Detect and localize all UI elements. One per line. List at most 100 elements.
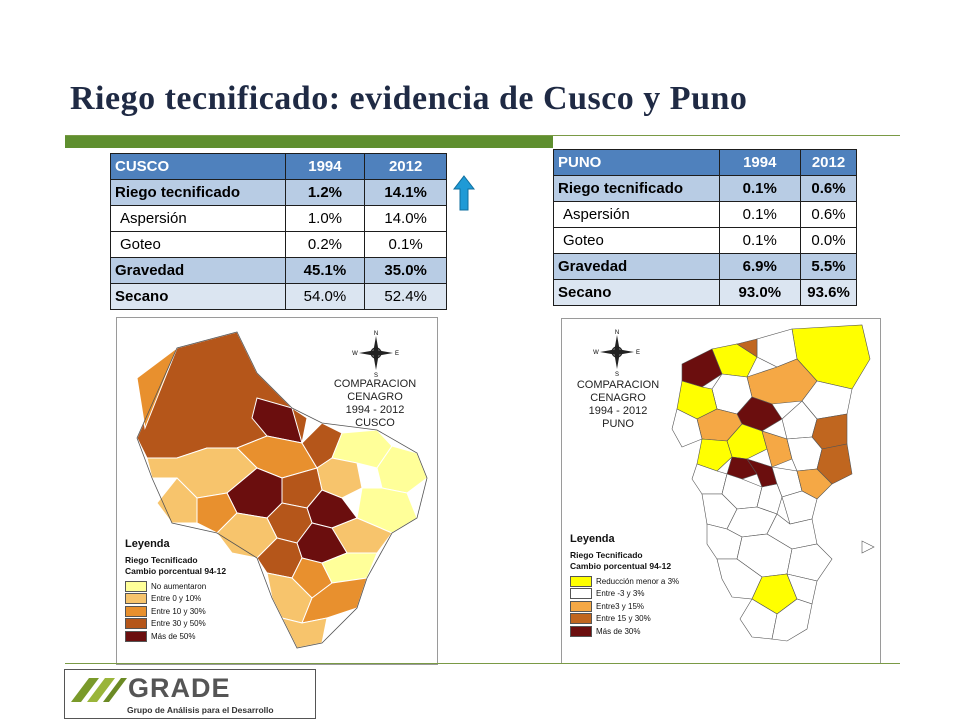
row-label: Goteo: [110, 231, 286, 258]
legend-title: Leyenda: [570, 533, 615, 545]
row-label: Riego tecnificado: [553, 175, 720, 202]
map-title-line: PUNO: [602, 418, 634, 430]
legend-item: Reducción menor a 3%: [570, 575, 679, 588]
legend-label: Más de 50%: [151, 631, 196, 641]
table-row: Aspersión 1.0% 14.0%: [110, 205, 447, 232]
table-header-row: PUNO 1994 2012: [553, 149, 857, 176]
legend-item: Entre 30 y 50%: [125, 618, 226, 631]
cell-1994: 45.1%: [284, 257, 366, 284]
slide-title: Riego tecnificado: evidencia de Cusco y …: [70, 80, 748, 117]
up-arrow-icon: [452, 175, 476, 211]
table-row: Riego tecnificado 0.1% 0.6%: [553, 175, 857, 202]
compass-north-label: N: [374, 331, 378, 337]
cell-2012: 52.4%: [364, 283, 447, 310]
cell-1994: 93.0%: [718, 279, 802, 306]
row-label: Aspersión: [553, 201, 720, 228]
map-title-line: CENAGRO: [347, 391, 403, 403]
cell-1994: 1.2%: [284, 179, 366, 206]
header-region: PUNO: [553, 149, 720, 176]
legend-title: Leyenda: [125, 538, 170, 550]
legend-label: Entre -3 y 3%: [596, 589, 645, 599]
legend-swatch: [570, 613, 592, 625]
cell-1994: 54.0%: [284, 283, 366, 310]
puno-map: N S E W COMPARACION CENAGRO 1994 - 2012 …: [561, 318, 881, 664]
table-row: Riego tecnificado 1.2% 14.1%: [110, 179, 447, 206]
compass-rose-icon: N S E W: [593, 330, 640, 377]
compass-north-label: N: [615, 330, 619, 336]
legend-subtitle: Riego Tecnificado: [570, 550, 643, 560]
row-label: Gravedad: [553, 253, 720, 280]
grade-wordmark: GRADE: [128, 673, 231, 703]
cell-1994: 6.9%: [718, 253, 802, 280]
legend-swatch: [125, 618, 147, 630]
legend-item: Entre -3 y 3%: [570, 588, 679, 601]
cell-2012: 0.6%: [800, 175, 857, 202]
legend-item: Más de 30%: [570, 625, 679, 638]
legend-subtitle: Riego Tecnificado: [125, 555, 198, 565]
row-label: Gravedad: [110, 257, 286, 284]
legend-item: Entre 10 y 30%: [125, 605, 226, 618]
legend-label: No aumentaron: [151, 581, 207, 591]
legend-item: Más de 50%: [125, 630, 226, 643]
header-year-2012: 2012: [800, 149, 857, 176]
legend-label: Entre 0 y 10%: [151, 594, 202, 604]
cusco-legend: Leyenda Riego Tecnificado Cambio porcent…: [125, 538, 226, 643]
header-region: CUSCO: [110, 153, 286, 180]
legend-swatch: [125, 580, 147, 592]
cell-1994: 1.0%: [284, 205, 366, 232]
puno-legend: Leyenda Riego Tecnificado Cambio porcent…: [570, 533, 679, 638]
legend-swatch: [125, 605, 147, 617]
compass-east-label: E: [395, 351, 399, 357]
title-rule: [65, 135, 900, 136]
header-year-1994: 1994: [284, 153, 366, 180]
compass-rose-icon: N S E W: [352, 331, 399, 378]
cell-2012: 14.1%: [364, 179, 447, 206]
table-row: Aspersión 0.1% 0.6%: [553, 201, 857, 228]
puno-map-graphic: [671, 324, 875, 642]
legend-item: No aumentaron: [125, 580, 226, 593]
map-title-line: COMPARACION: [576, 379, 660, 391]
legend-label: Entre 15 y 30%: [596, 614, 651, 624]
compass-south-label: S: [374, 373, 378, 378]
row-label: Riego tecnificado: [110, 179, 286, 206]
legend-item: Entre 15 y 30%: [570, 613, 679, 626]
footer-rule: [65, 663, 900, 664]
legend-swatch: [570, 588, 592, 600]
cell-2012: 0.0%: [800, 227, 857, 254]
cusco-map-title: COMPARACION CENAGRO 1994 - 2012 CUSCO: [325, 378, 425, 430]
legend-label: Entre3 y 15%: [596, 601, 645, 611]
map-title-line: 1994 - 2012: [588, 405, 648, 417]
cusco-table: CUSCO 1994 2012 Riego tecnificado 1.2% 1…: [110, 153, 447, 310]
compass-west-label: W: [352, 351, 358, 357]
map-title-line: CUSCO: [355, 417, 395, 429]
table-row: Secano 93.0% 93.6%: [553, 279, 857, 306]
compass-east-label: E: [636, 350, 640, 356]
cell-2012: 0.1%: [364, 231, 447, 258]
cell-2012: 93.6%: [800, 279, 857, 306]
cusco-map-graphic: [136, 331, 428, 649]
cell-1994: 0.1%: [718, 175, 802, 202]
title-accent-bar: [65, 136, 553, 148]
table-row: Goteo 0.1% 0.0%: [553, 227, 857, 254]
legend-label: Reducción menor a 3%: [596, 576, 680, 586]
table-row: Goteo 0.2% 0.1%: [110, 231, 447, 258]
legend-subtitle: Cambio porcentual 94-12: [570, 561, 672, 571]
cell-1994: 0.1%: [718, 227, 802, 254]
legend-label: Entre 10 y 30%: [151, 606, 206, 616]
cusco-map: N S E W COMPARACION CENAGRO 1994 - 2012 …: [116, 317, 438, 665]
compass-south-label: S: [615, 372, 619, 377]
grade-tagline: Grupo de Análisis para el Desarrollo: [127, 705, 274, 715]
row-label: Secano: [553, 279, 720, 306]
table-header-row: CUSCO 1994 2012: [110, 153, 447, 180]
map-title-line: COMPARACION: [333, 378, 417, 390]
legend-item: Entre3 y 15%: [570, 600, 679, 613]
table-row: Gravedad 6.9% 5.5%: [553, 253, 857, 280]
header-year-1994: 1994: [718, 149, 802, 176]
cell-1994: 0.2%: [284, 231, 366, 258]
legend-swatch: [125, 630, 147, 642]
legend-swatch: [125, 593, 147, 605]
row-label: Aspersión: [110, 205, 286, 232]
legend-label: Entre 30 y 50%: [151, 619, 206, 629]
cell-2012: 35.0%: [364, 257, 447, 284]
table-row: Gravedad 45.1% 35.0%: [110, 257, 447, 284]
